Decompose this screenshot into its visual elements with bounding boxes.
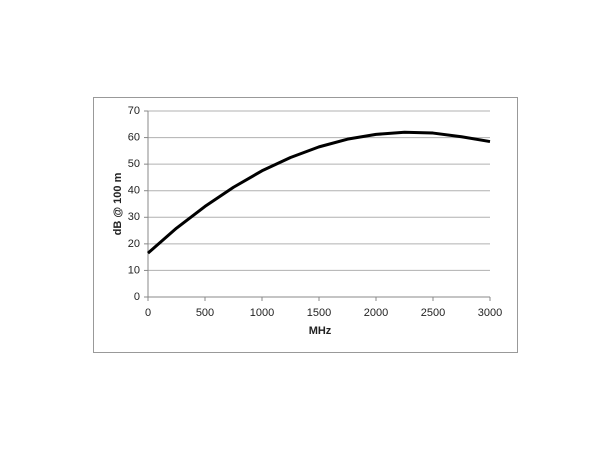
- x-tick-label: 0: [145, 307, 151, 319]
- y-tick-label: 50: [128, 158, 140, 170]
- y-tick-label: 70: [128, 105, 140, 117]
- x-tick-label: 2500: [421, 307, 445, 319]
- y-tick-label: 40: [128, 185, 140, 197]
- y-tick-label: 20: [128, 238, 140, 250]
- x-tick-label: 3000: [478, 307, 502, 319]
- x-tick-label: 2000: [364, 307, 388, 319]
- y-tick-label: 60: [128, 131, 140, 143]
- x-tick-label: 1000: [250, 307, 274, 319]
- y-tick-label: 30: [128, 211, 140, 223]
- y-axis-label: dB @ 100 m: [112, 172, 124, 235]
- data-line: [147, 130, 491, 255]
- chart-frame: [93, 97, 518, 353]
- x-axis-label: MHz: [309, 325, 332, 337]
- x-tick-label: 1500: [307, 307, 331, 319]
- y-tick-label: 10: [128, 264, 140, 276]
- x-tick-label: 500: [196, 307, 214, 319]
- y-tick-label: 0: [134, 291, 140, 303]
